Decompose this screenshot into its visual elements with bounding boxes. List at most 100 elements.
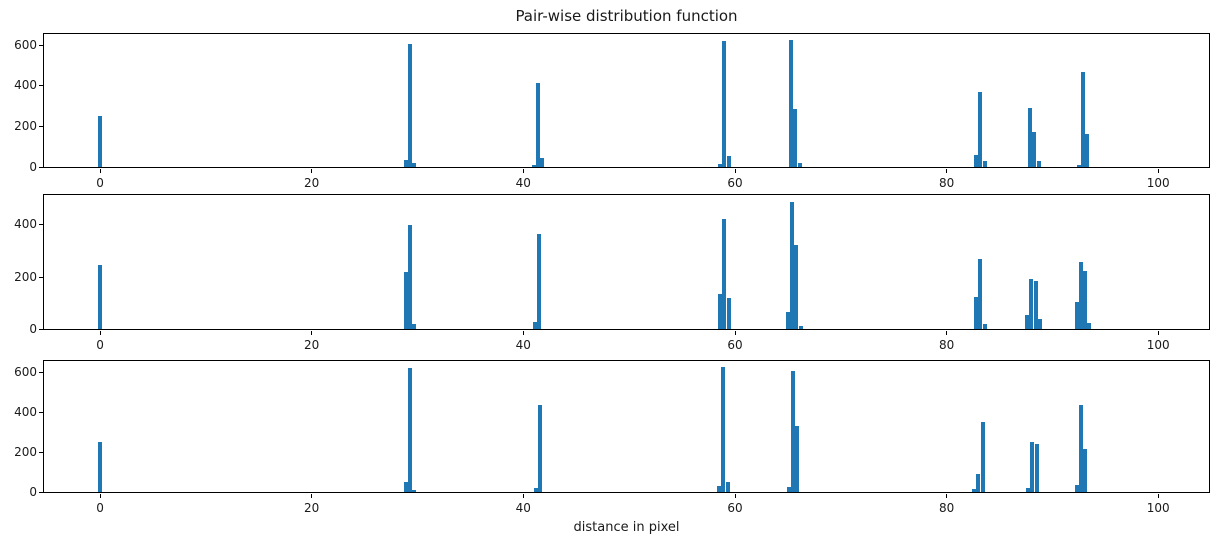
histogram-bar	[1025, 314, 1029, 329]
histogram-bar	[412, 162, 417, 167]
x-tick-mark	[946, 331, 948, 335]
histogram-bar	[1085, 133, 1090, 167]
histogram-bar	[408, 367, 413, 492]
histogram-bar	[972, 489, 977, 492]
histogram-bar	[718, 294, 723, 329]
histogram-bar	[408, 224, 413, 329]
y-tick-label: 400	[14, 404, 37, 419]
histogram-bar	[98, 265, 103, 329]
y-tick-mark	[39, 166, 43, 168]
y-tick-mark	[39, 451, 43, 453]
histogram-bar	[1083, 270, 1088, 329]
x-tick-mark	[1157, 494, 1159, 498]
histogram-bar	[786, 487, 791, 492]
y-tick-label: 0	[29, 321, 37, 336]
x-tick-mark	[522, 169, 524, 173]
histogram-bar	[533, 321, 537, 329]
histogram-bar	[1074, 485, 1079, 492]
histogram-bar	[974, 296, 979, 329]
x-tick-label: 60	[727, 338, 743, 352]
histogram-bar	[978, 259, 983, 329]
histogram-bar	[726, 156, 731, 167]
histogram-bar	[1034, 443, 1039, 492]
x-tick-label: 100	[1146, 176, 1170, 190]
y-tick-mark	[39, 85, 43, 87]
x-tick-mark	[734, 331, 736, 335]
histogram-bar	[785, 312, 790, 329]
chart-title: Pair-wise distribution function	[515, 7, 738, 25]
x-tick-mark	[99, 494, 101, 498]
histogram-bar	[980, 421, 985, 492]
histogram-bar	[1029, 279, 1034, 329]
y-tick-label: 200	[14, 269, 37, 284]
y-tick-mark	[39, 276, 43, 278]
histogram-bar	[1030, 442, 1035, 492]
x-tick-label: 40	[515, 338, 531, 352]
histogram-bar	[795, 426, 800, 492]
y-tick-mark	[39, 371, 43, 373]
histogram-bar	[982, 324, 987, 329]
histogram-bar	[1083, 449, 1088, 492]
histogram-bar	[725, 482, 730, 492]
y-tick-label: 400	[14, 78, 37, 93]
x-tick-label: 0	[96, 338, 104, 352]
histogram-bar	[1032, 132, 1037, 167]
histogram-bar	[718, 164, 723, 167]
x-tick-mark	[946, 169, 948, 173]
y-tick-mark	[39, 125, 43, 127]
histogram-bar	[1079, 261, 1083, 329]
histogram-bar	[408, 43, 413, 167]
subplot-middle: 0 20 40 60 80 100 0 200 400	[14, 194, 1210, 352]
x-tick-label: 40	[515, 176, 531, 190]
x-tick-mark	[311, 494, 313, 498]
histogram-bar	[1037, 318, 1042, 329]
histogram-bar	[98, 116, 103, 167]
y-tick-label: 600	[14, 37, 37, 52]
x-tick-label: 20	[304, 501, 320, 515]
x-tick-mark	[946, 494, 948, 498]
x-tick-label: 40	[515, 501, 531, 515]
x-tick-mark	[311, 169, 313, 173]
histogram-bar	[789, 40, 793, 167]
histogram-bar	[721, 367, 726, 492]
x-axis-label: distance in pixel	[573, 520, 680, 535]
histogram-bar	[722, 218, 727, 329]
histogram-bar	[540, 157, 545, 167]
x-tick-mark	[99, 169, 101, 173]
histogram-bar	[536, 83, 541, 167]
histogram-bar	[531, 164, 536, 167]
histogram-bar	[791, 370, 796, 492]
histogram-bar	[1074, 302, 1079, 329]
histogram-bar	[1026, 488, 1031, 492]
x-tick-mark	[522, 494, 524, 498]
histogram-bar	[726, 297, 731, 329]
histogram-bar	[538, 404, 543, 492]
x-tick-mark	[311, 331, 313, 335]
x-tick-label: 60	[727, 501, 743, 515]
histogram-bar	[537, 234, 542, 329]
x-tick-label: 80	[938, 176, 955, 190]
x-tick-label: 0	[96, 501, 104, 515]
x-tick-mark	[734, 494, 736, 498]
x-tick-mark	[99, 331, 101, 335]
y-tick-label: 600	[14, 364, 37, 379]
x-tick-mark	[734, 169, 736, 173]
histogram-bar	[797, 163, 802, 167]
y-tick-mark	[39, 491, 43, 493]
histogram-bar	[794, 245, 799, 329]
histogram-bar	[976, 474, 981, 492]
histogram-bar	[722, 41, 727, 167]
x-tick-label: 0	[96, 176, 104, 190]
histogram-bar	[1081, 72, 1086, 167]
histogram-bar	[1033, 281, 1038, 329]
histogram-bar	[1076, 164, 1081, 167]
histogram-bar	[1036, 161, 1041, 167]
histogram-bar	[974, 155, 979, 167]
histogram-bar	[403, 482, 408, 492]
histogram-bar	[790, 201, 795, 329]
histogram-bar	[798, 325, 803, 329]
histogram-bar	[717, 485, 722, 492]
subplot-bottom: 0 20 40 60 80 100 0 200 400 600	[14, 360, 1210, 515]
histogram-bar	[534, 488, 538, 492]
